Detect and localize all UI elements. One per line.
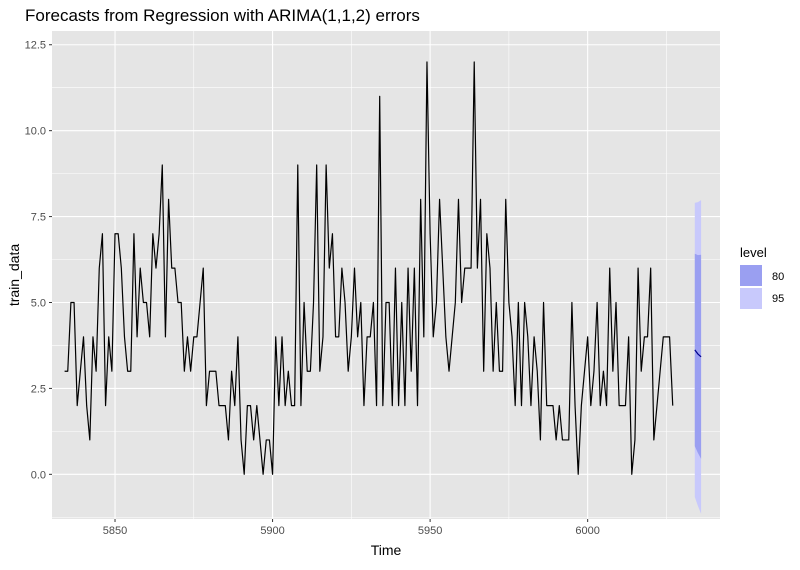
legend-label-80: 80 [772,271,784,283]
x-tick-label: 6000 [575,525,599,537]
series-layer [64,61,674,475]
legend: level 80 95 [740,245,784,309]
grid-minor [52,31,720,519]
forecast-band-80-area [694,253,702,459]
legend-label-95: 95 [772,293,784,305]
x-axis: 5850 5900 5950 6000 [103,519,600,537]
y-tick-label: 2.5 [31,383,46,395]
forecast-layer [694,349,702,358]
legend-title: level [740,245,767,260]
chart-title: Forecasts from Regression with ARIMA(1,1… [25,6,420,25]
y-tick-label: 10.0 [25,126,46,138]
series-line [64,61,674,475]
y-tick-label: 5.0 [31,297,46,309]
y-tick-label: 12.5 [25,40,46,52]
x-axis-title: Time [371,542,402,558]
y-tick-label: 7.5 [31,212,46,224]
x-tick-label: 5850 [103,525,127,537]
x-tick-label: 5950 [418,525,442,537]
forecast-mean-line [694,349,702,358]
y-tick-label: 0.0 [31,469,46,481]
x-tick-label: 5900 [260,525,284,537]
plot-panel [52,31,720,519]
y-axis: 0.0 2.5 5.0 7.5 10.0 12.5 [25,40,52,481]
y-axis-title: train_data [6,244,22,306]
legend-swatch-80 [740,265,762,286]
legend-swatch-95 [740,288,762,309]
forecast-band-80 [694,253,702,459]
